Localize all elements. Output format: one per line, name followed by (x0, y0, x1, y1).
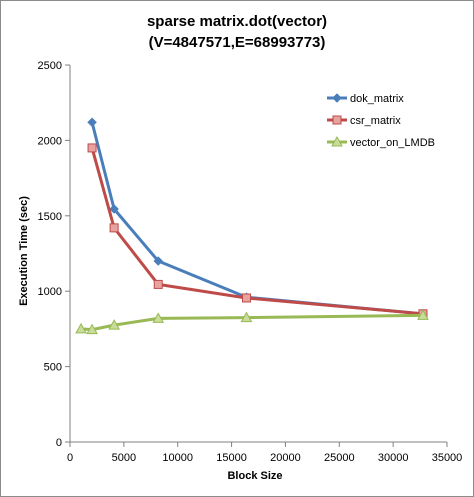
x-tick-label: 5000 (112, 452, 136, 464)
series-line (90, 121, 424, 316)
x-tick-label: 35000 (432, 452, 463, 464)
data-point (153, 279, 163, 289)
series-vector-on-lmdb (75, 309, 429, 335)
legend-marker (331, 135, 343, 147)
legend-entry: dok_matrix (327, 93, 404, 105)
y-tick-label: 2000 (38, 135, 62, 147)
data-point (152, 312, 165, 323)
series-line (80, 313, 423, 332)
data-point (87, 117, 97, 128)
data-point (87, 143, 97, 153)
x-tick-label: 15000 (216, 452, 247, 464)
data-point (109, 223, 119, 233)
legend: dok_matrix csr_matrix vector_on_LMDB (327, 93, 435, 149)
y-tick-label: 500 (44, 362, 62, 374)
data-point (153, 256, 164, 266)
y-tick-label: 2500 (38, 60, 62, 72)
y-axis-title: Execution Time (sec) (18, 196, 30, 306)
x-tick-label: 10000 (162, 452, 193, 464)
x-tick-label: 30000 (378, 452, 409, 464)
series-line (90, 147, 424, 316)
legend-entry: vector_on_LMDB (327, 135, 435, 149)
legend-entry: csr_matrix (327, 115, 401, 127)
data-point (86, 323, 98, 335)
data-point (109, 204, 119, 214)
legend-label: dok_matrix (350, 93, 404, 105)
data-point (241, 293, 251, 303)
legend-label: vector_on_LMDB (350, 137, 435, 149)
x-tick-label: 25000 (324, 452, 355, 464)
data-point (108, 319, 120, 330)
series-csr-matrix (87, 143, 428, 319)
y-tick-label: 0 (56, 437, 62, 449)
y-tick-label: 1500 (38, 211, 62, 223)
chart-subtitle: (V=4847571,E=68993773) (149, 34, 326, 51)
data-point (75, 322, 87, 334)
x-tick-label: 0 (67, 452, 73, 464)
legend-marker (332, 115, 342, 125)
x-tick-label: 20000 (270, 452, 301, 464)
x-axis-title: Block Size (227, 470, 282, 482)
data-point (240, 311, 253, 323)
chart-title: sparse matrix.dot(vector) (147, 13, 327, 30)
y-tick-label: 1000 (38, 286, 62, 298)
plot-area (75, 117, 429, 335)
legend-marker (332, 93, 342, 103)
data-point (417, 309, 429, 320)
legend-label: csr_matrix (350, 115, 401, 127)
